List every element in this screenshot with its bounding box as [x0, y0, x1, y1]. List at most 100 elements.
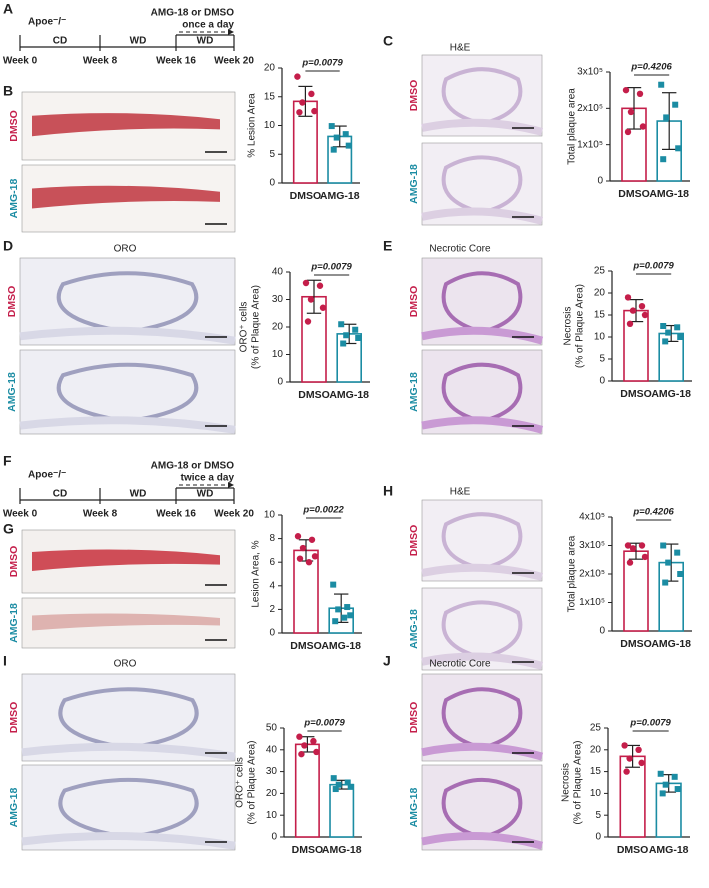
tissue [441, 512, 523, 571]
data-point [335, 781, 342, 788]
tissue [441, 362, 523, 424]
bar [619, 755, 646, 838]
tissue [56, 271, 199, 334]
week-label: Week 0 [3, 56, 38, 67]
treatment-label: AMG-18 or DMSO [151, 461, 235, 472]
row-label: AMG-18 [408, 788, 420, 828]
y-tick-label: 30 [272, 294, 284, 305]
data-point [304, 318, 312, 325]
y-tick-label: 15 [264, 91, 276, 102]
y-tick-label: 4x10⁵ [579, 512, 605, 523]
x-tick-label: DMSO [298, 389, 330, 401]
p-value: p=0.4206 [630, 62, 672, 73]
data-point [311, 553, 319, 560]
aorta-tissue [32, 549, 220, 571]
strain-label: Apoe⁻/⁻ [28, 17, 66, 28]
data-point [308, 536, 316, 543]
data-point [296, 109, 303, 116]
data-point [660, 156, 667, 163]
data-point [624, 294, 632, 301]
data-point [662, 781, 669, 788]
p-value: p=0.0079 [301, 58, 343, 69]
data-point [335, 606, 342, 613]
data-point [674, 549, 681, 556]
panel-letter: I [3, 653, 7, 669]
data-point [305, 559, 313, 566]
x-tick-label: AMG-18 [320, 190, 360, 202]
image-title: ORO [114, 659, 137, 670]
x-tick-label: DMSO [620, 388, 652, 400]
data-point [626, 559, 634, 566]
y-tick-label: 2x10⁵ [577, 103, 603, 114]
p-value: p=0.0022 [302, 505, 344, 516]
y-tick-label: 3x10⁵ [577, 67, 603, 78]
data-point [663, 114, 670, 121]
data-point [347, 612, 354, 619]
row-label: AMG-18 [8, 603, 20, 643]
treatment-label: once a day [182, 20, 234, 31]
y-axis-label: Necrosis [561, 763, 572, 802]
y-tick-label: 10 [272, 349, 284, 360]
tissue [441, 687, 523, 751]
row-label: DMSO [408, 702, 420, 734]
x-tick-label: AMG-18 [651, 388, 691, 400]
x-tick-label: AMG-18 [329, 389, 369, 401]
p-value: p=0.0079 [629, 718, 671, 729]
y-axis-label: (% of Plaque Area) [247, 741, 258, 825]
row-label: DMSO [8, 546, 20, 578]
data-point [662, 579, 669, 586]
bar [294, 743, 320, 838]
data-point [341, 614, 348, 621]
data-point [302, 279, 310, 287]
data-point [319, 304, 327, 311]
bar [293, 549, 319, 634]
y-axis-label: (% of Plaque Area) [575, 284, 586, 368]
week-label: Week 8 [83, 56, 118, 67]
arrow-head [228, 29, 234, 35]
panel-letter: C [383, 33, 393, 49]
data-point [308, 90, 315, 98]
x-tick-label: DMSO [290, 190, 322, 202]
data-point [316, 282, 324, 289]
data-point [344, 779, 351, 786]
panel-letter: F [3, 453, 12, 469]
week-label: Week 8 [83, 509, 118, 520]
p-value: p=0.0079 [310, 262, 352, 273]
data-point [340, 340, 347, 347]
y-tick-label: 40 [266, 744, 278, 755]
data-point [629, 545, 637, 552]
week-label: Week 0 [3, 509, 38, 520]
data-point [332, 618, 339, 625]
data-point [638, 542, 646, 549]
tissue [58, 687, 199, 750]
y-axis-label: (% of Plaque Area) [251, 285, 262, 369]
y-tick-label: 0 [599, 626, 605, 637]
y-tick-label: 25 [594, 266, 606, 277]
data-point [307, 296, 315, 303]
data-point [659, 790, 666, 797]
week-label: Week 20 [214, 509, 254, 520]
data-point [660, 323, 667, 329]
y-tick-label: 10 [590, 788, 602, 799]
data-point [638, 303, 646, 310]
data-point [627, 108, 635, 116]
panel-letter: A [3, 1, 13, 17]
y-tick-label: 0 [597, 176, 603, 187]
week-label: Week 16 [156, 56, 196, 67]
p-value: p=0.4206 [632, 507, 674, 518]
data-point [330, 775, 337, 782]
y-axis-label: (% of Plaque Area) [573, 741, 584, 825]
y-tick-label: 5 [269, 149, 275, 160]
data-point [626, 755, 633, 762]
y-tick-label: 0 [595, 832, 601, 843]
data-point [311, 107, 318, 115]
week-label: Week 16 [156, 509, 196, 520]
data-point [674, 786, 681, 793]
y-axis-label: ORO⁺ cells [235, 757, 246, 808]
data-point [658, 81, 665, 88]
image-title: ORO [114, 244, 137, 255]
data-point [328, 123, 335, 130]
x-tick-label: DMSO [620, 638, 652, 650]
diet-label: WD [130, 489, 147, 500]
row-label: AMG-18 [8, 179, 20, 219]
